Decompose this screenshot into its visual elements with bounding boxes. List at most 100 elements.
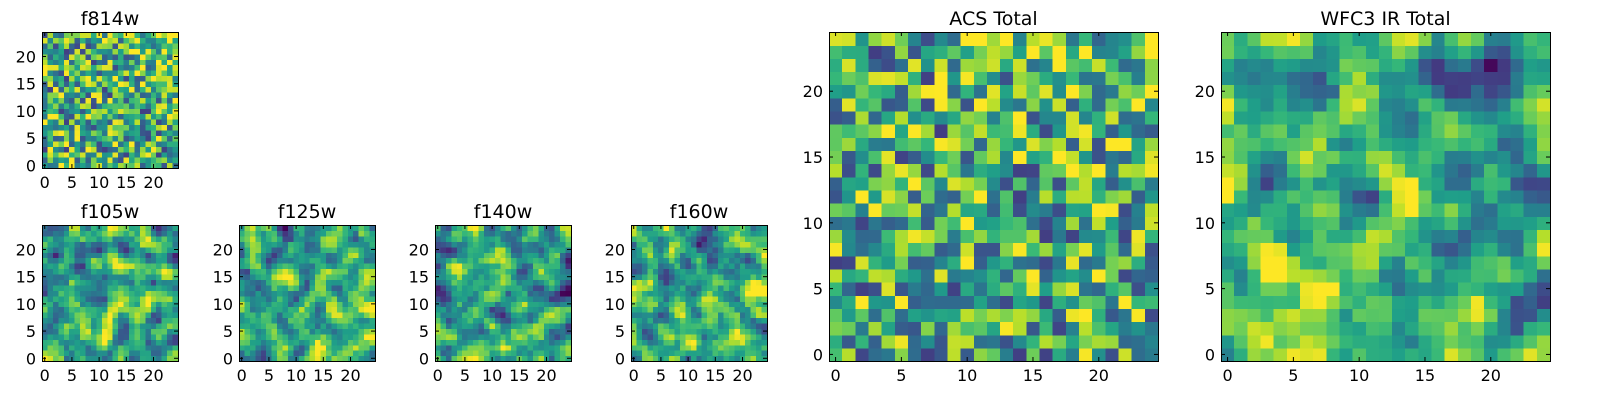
- heatmap-cell: [47, 53, 54, 60]
- heatmap-cell: [1092, 268, 1106, 283]
- heatmap-cell: [1326, 110, 1341, 125]
- heatmap-cell: [63, 246, 70, 253]
- heatmap-cell: [347, 263, 354, 270]
- heatmap-cell: [522, 257, 529, 264]
- heatmap-cell: [1339, 203, 1354, 217]
- axes-frame: [435, 225, 572, 362]
- heatmap-cell: [282, 257, 289, 264]
- heatmap-cell: [1144, 308, 1159, 323]
- y-tick-label: 20: [803, 82, 823, 101]
- heatmap-cell: [172, 146, 179, 153]
- y-tick-label: 20: [213, 240, 233, 259]
- heatmap-cell: [358, 344, 365, 351]
- heatmap-cell: [1131, 229, 1146, 244]
- heatmap-cell: [1286, 216, 1301, 230]
- heatmap-cell: [647, 241, 654, 248]
- heatmap-cell: [473, 333, 480, 340]
- heatmap-cell: [647, 252, 654, 259]
- heatmap-cell: [139, 301, 146, 308]
- heatmap-cell: [101, 80, 108, 87]
- heatmap-cell: [266, 290, 273, 297]
- heatmap-cell: [652, 344, 659, 351]
- heatmap-cell: [489, 257, 496, 264]
- heatmap-cell: [172, 317, 179, 324]
- heatmap-cell: [532, 235, 539, 242]
- heatmap-cell: [369, 322, 376, 329]
- heatmap-cell: [123, 241, 130, 248]
- heatmap-cell: [1299, 216, 1314, 230]
- heatmap-cell: [42, 241, 49, 248]
- heatmap-cell: [532, 339, 539, 346]
- heatmap-cell: [973, 150, 988, 165]
- heatmap-cell: [1013, 295, 1027, 309]
- heatmap-cell: [58, 113, 65, 120]
- heatmap-cell: [516, 252, 523, 259]
- heatmap-cell: [47, 157, 54, 164]
- heatmap-cell: [260, 252, 267, 259]
- heatmap-cell: [921, 347, 935, 362]
- heatmap-cell: [1418, 282, 1433, 296]
- heatmap-cell: [1484, 137, 1498, 152]
- heatmap-cell: [1484, 189, 1498, 204]
- heatmap-cell: [494, 279, 501, 286]
- heatmap-cell: [58, 257, 65, 264]
- heatmap-cell: [150, 306, 157, 313]
- heatmap-cell: [1013, 334, 1027, 349]
- heatmap-cell: [663, 257, 670, 264]
- heatmap-cell: [947, 150, 962, 165]
- heatmap-cell: [145, 64, 152, 71]
- heatmap-cell: [150, 113, 157, 120]
- heatmap-cell: [1352, 110, 1367, 125]
- heatmap-cell: [331, 317, 338, 324]
- heatmap-cell: [701, 230, 708, 237]
- heatmap-cell: [172, 322, 179, 329]
- heatmap-cell: [560, 322, 567, 329]
- heatmap-cell: [156, 263, 163, 270]
- heatmap-cell: [342, 268, 349, 275]
- heatmap-cell: [139, 339, 146, 346]
- heatmap-cell: [907, 150, 922, 165]
- heatmap-cell: [761, 317, 768, 324]
- heatmap-cell: [636, 295, 643, 302]
- y-tick-label: 0: [26, 349, 36, 368]
- heatmap-cell: [47, 322, 54, 329]
- heatmap-cell: [52, 241, 59, 248]
- heatmap-cell: [679, 322, 686, 329]
- heatmap-cell: [364, 344, 371, 351]
- heatmap-cell: [478, 312, 485, 319]
- heatmap-cell: [118, 273, 125, 280]
- heatmap-cell: [1092, 71, 1106, 86]
- heatmap-cell: [1484, 45, 1498, 59]
- heatmap-cell: [101, 70, 108, 77]
- heatmap-cell: [1039, 97, 1054, 112]
- heatmap-cell: [90, 80, 97, 87]
- heatmap-cell: [527, 225, 534, 232]
- heatmap-cell: [1039, 308, 1054, 323]
- heatmap-cell: [161, 37, 168, 44]
- heatmap-cell: [123, 279, 130, 286]
- heatmap-cell: [364, 273, 371, 280]
- heatmap-cell: [1273, 150, 1288, 165]
- heatmap-cell: [107, 80, 114, 87]
- heatmap-cell: [1418, 137, 1433, 152]
- heatmap-cell: [63, 257, 70, 264]
- heatmap-cell: [1471, 255, 1485, 270]
- heatmap-cell: [500, 284, 507, 291]
- heatmap-cell: [101, 42, 108, 49]
- heatmap-cell: [118, 140, 125, 147]
- heatmap-cell: [145, 146, 152, 153]
- heatmap-cell: [829, 334, 843, 349]
- heatmap-cell: [489, 295, 496, 302]
- heatmap-cell: [483, 225, 490, 232]
- heatmap-cell: [101, 317, 108, 324]
- x-tick-label: 5: [656, 366, 666, 385]
- heatmap-cell: [636, 350, 643, 357]
- heatmap-cell: [855, 84, 870, 99]
- heatmap-cell: [1418, 32, 1433, 46]
- heatmap-cell: [1444, 45, 1459, 59]
- heatmap-cell: [723, 235, 730, 242]
- heatmap-cell: [718, 235, 725, 242]
- heatmap-cell: [1378, 268, 1393, 283]
- heatmap-cell: [266, 241, 273, 248]
- heatmap-cell: [107, 241, 114, 248]
